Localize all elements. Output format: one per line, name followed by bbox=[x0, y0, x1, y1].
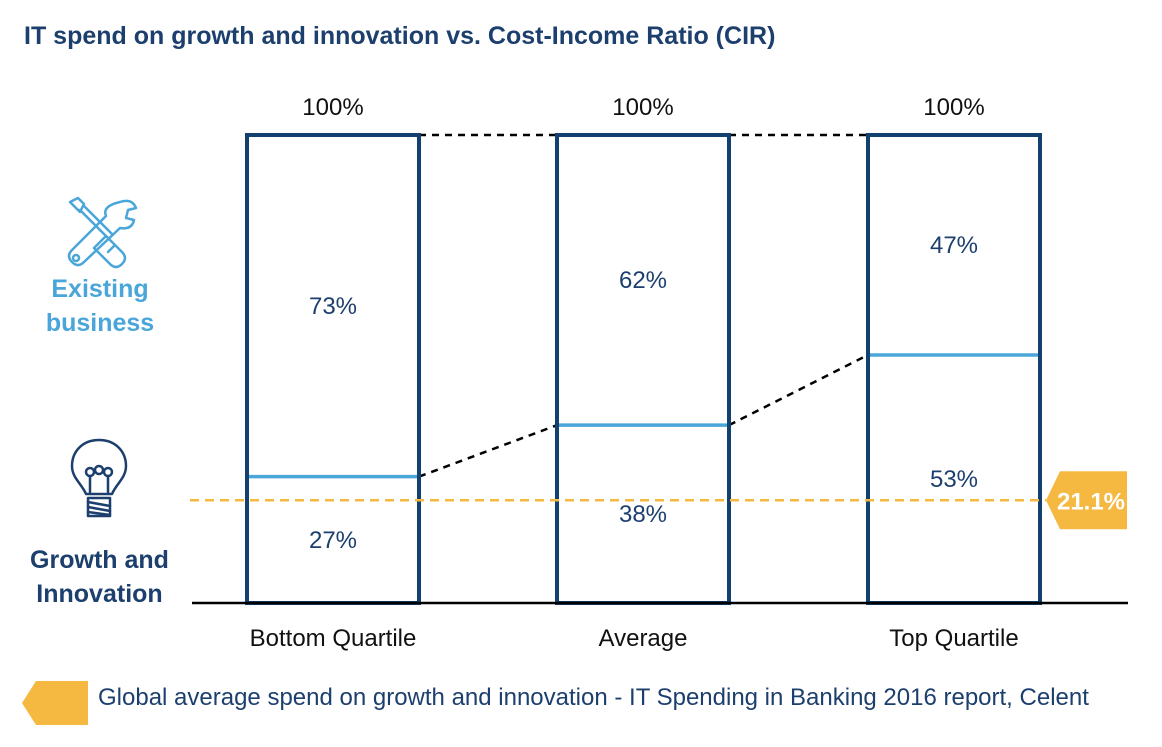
x-tick-label: Bottom Quartile bbox=[250, 625, 417, 652]
total-label: 100% bbox=[923, 94, 984, 121]
chart-title: IT spend on growth and innovation vs. Co… bbox=[24, 22, 776, 50]
orange-arrow-tag-icon bbox=[22, 681, 88, 725]
existing-value-label: 62% bbox=[619, 267, 667, 294]
x-tick-label: Average bbox=[599, 625, 688, 652]
growth-innovation-label-line2: Innovation bbox=[36, 580, 163, 608]
x-tick-label: Top Quartile bbox=[889, 625, 1018, 652]
existing-business-label: Existing business bbox=[20, 272, 180, 340]
growth-value-label: 38% bbox=[619, 501, 667, 528]
growth-innovation-label: Growth and Innovation bbox=[12, 543, 187, 611]
split-connector-line bbox=[418, 423, 558, 478]
wrench-screwdriver-icon bbox=[67, 196, 138, 269]
existing-business-label-line2: business bbox=[45, 309, 155, 337]
growth-value-label: 27% bbox=[309, 527, 357, 554]
total-label: 100% bbox=[612, 94, 673, 121]
bar-2 bbox=[555, 133, 731, 605]
existing-business-label-line1: Existing bbox=[51, 275, 149, 303]
lightbulb-icon bbox=[70, 438, 128, 518]
reference-value-label: 21.1% bbox=[1057, 488, 1125, 515]
growth-value-label: 53% bbox=[930, 466, 978, 493]
split-connector-line bbox=[728, 353, 869, 427]
legend-text: Global average spend on growth and innov… bbox=[98, 684, 1089, 711]
existing-value-label: 47% bbox=[930, 232, 978, 259]
existing-value-label: 73% bbox=[309, 293, 357, 320]
bar-3 bbox=[866, 133, 1042, 605]
growth-innovation-label-line1: Growth and bbox=[30, 546, 169, 574]
reference-tag bbox=[1046, 471, 1127, 530]
total-label: 100% bbox=[302, 94, 363, 121]
